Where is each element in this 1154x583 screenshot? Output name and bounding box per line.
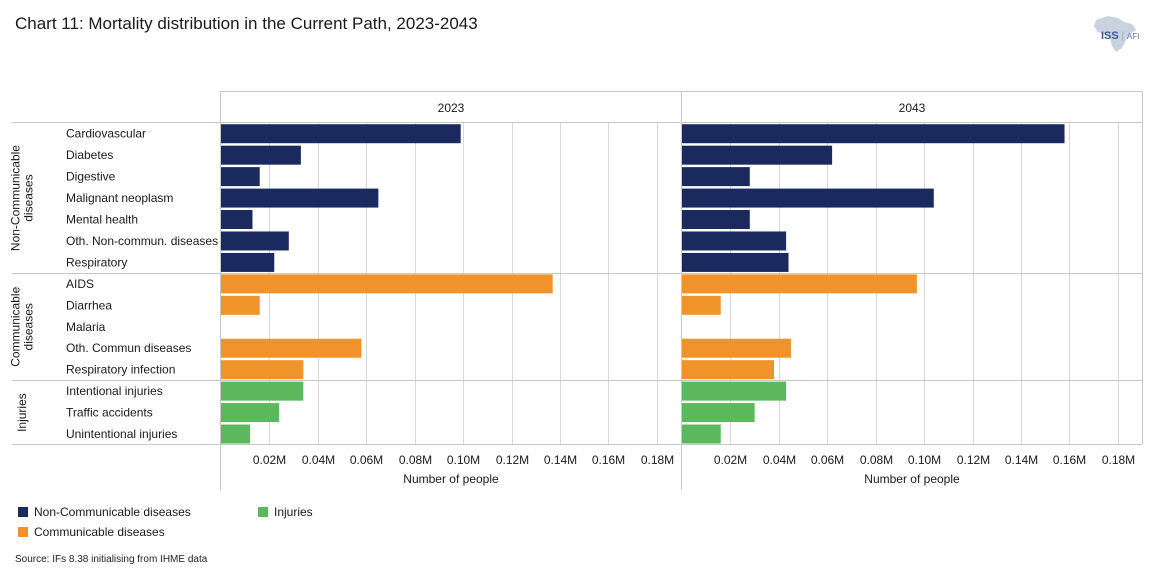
category-label-traffic-accidents: Traffic accidents [66, 406, 153, 420]
category-label-respiratory: Respiratory [66, 255, 127, 269]
group-label-line: diseases [22, 174, 36, 221]
logo-iss: ISS [1101, 30, 1119, 42]
category-label-cardiovascular: Cardiovascular [66, 127, 146, 141]
category-label-respiratory-infection: Respiratory infection [66, 363, 175, 377]
x-tick-label-2023-1: 0.04M [302, 453, 335, 467]
bar-2043-oth-commun-diseases [682, 338, 791, 358]
x-tick-label-2043-0: 0.02M [714, 453, 747, 467]
x-tick-label-2023-6: 0.14M [544, 453, 577, 467]
group-label-0: Non-Communicablediseases [9, 145, 36, 251]
category-label-diabetes: Diabetes [66, 148, 113, 162]
category-label-oth-non-commun-diseases: Oth. Non-commun. diseases [66, 234, 218, 248]
panel-header-2043: 2043 [899, 101, 926, 115]
bar-2043-respiratory-infection [682, 360, 774, 380]
bar-2043-cardiovascular [682, 124, 1065, 144]
legend-injuries: Injuries [258, 505, 313, 519]
bar-2023-respiratory-infection [221, 360, 304, 380]
bar-2023-respiratory [221, 252, 275, 272]
legend-cd: Communicable diseases [18, 525, 165, 539]
legend-label-cd: Communicable diseases [34, 525, 165, 539]
category-label-aids: AIDS [66, 277, 94, 291]
x-tick-label-2023-4: 0.10M [447, 453, 480, 467]
bar-2023-diabetes [221, 145, 301, 165]
bar-2043-traffic-accidents [682, 403, 755, 423]
bar-2043-unintentional-injuries [682, 424, 721, 444]
bar-2023-aids [221, 274, 553, 294]
x-tick-label-2023-0: 0.02M [253, 453, 286, 467]
x-axis-label-2043: Number of people [864, 472, 960, 486]
bar-2023-oth-commun-diseases [221, 338, 362, 358]
x-tick-label-2043-1: 0.04M [763, 453, 796, 467]
bar-2023-cardiovascular [221, 124, 461, 144]
x-tick-label-2023-8: 0.18M [641, 453, 674, 467]
bar-2043-aids [682, 274, 917, 294]
group-label-line: diseases [22, 303, 36, 350]
legend-label-ncd: Non-Communicable diseases [34, 505, 191, 519]
legend-swatch-injuries [258, 507, 268, 517]
x-tick-label-2023-7: 0.16M [592, 453, 625, 467]
category-label-oth-commun-diseases: Oth. Commun diseases [66, 341, 191, 355]
bar-2023-oth-non-commun-diseases [221, 231, 289, 251]
source-note: Source: IFs 8.38 initialising from IHME … [15, 554, 208, 565]
x-axis-label-2023: Number of people [403, 472, 499, 486]
bar-2023-intentional-injuries [221, 381, 304, 401]
bar-2043-mental-health [682, 210, 750, 230]
x-tick-label-2043-7: 0.16M [1053, 453, 1086, 467]
logo-afi: AFI [1126, 32, 1140, 41]
bar-2043-diabetes [682, 145, 833, 165]
bar-2023-unintentional-injuries [221, 424, 251, 444]
bar-2043-malignant-neoplasm [682, 188, 934, 208]
category-label-malignant-neoplasm: Malignant neoplasm [66, 191, 173, 205]
x-tick-label-2023-3: 0.08M [399, 453, 432, 467]
group-label-2: Injuries [15, 393, 29, 432]
bar-2043-oth-non-commun-diseases [682, 231, 787, 251]
category-label-malaria: Malaria [66, 320, 106, 334]
bar-2023-diarrhea [221, 295, 260, 315]
x-tick-label-2023-2: 0.06M [350, 453, 383, 467]
bar-2023-traffic-accidents [221, 403, 280, 423]
group-label-line: Non-Communicable [9, 145, 23, 251]
x-tick-label-2043-5: 0.12M [957, 453, 990, 467]
bar-2023-mental-health [221, 210, 253, 230]
bar-2043-respiratory [682, 252, 789, 272]
category-label-unintentional-injuries: Unintentional injuries [66, 427, 177, 441]
legend-swatch-ncd [18, 507, 28, 517]
legend-label-injuries: Injuries [274, 505, 313, 519]
bar-2043-intentional-injuries [682, 381, 787, 401]
panel-header-2023: 2023 [438, 101, 465, 115]
category-label-mental-health: Mental health [66, 213, 138, 227]
bar-2043-digestive [682, 167, 750, 187]
x-tick-label-2043-3: 0.08M [860, 453, 893, 467]
chart-title: Chart 11: Mortality distribution in the … [15, 14, 478, 33]
group-label-line: Communicable [9, 286, 23, 366]
x-tick-label-2043-8: 0.18M [1102, 453, 1135, 467]
bar-2023-malignant-neoplasm [221, 188, 379, 208]
category-label-digestive: Digestive [66, 170, 116, 184]
category-label-diarrhea: Diarrhea [66, 298, 112, 312]
mortality-chart: 2023 2043 0.02M 0.04M 0.06M 0.08M 0.10M 0.12M 0.… [9, 91, 1143, 490]
africa-map-logo-icon [1094, 16, 1136, 52]
bar-2043-diarrhea [682, 295, 721, 315]
legend-swatch-cd [18, 527, 28, 537]
x-tick-label-2043-6: 0.14M [1005, 453, 1038, 467]
x-tick-label-2043-4: 0.10M [908, 453, 941, 467]
x-tick-label-2023-5: 0.12M [496, 453, 529, 467]
group-label-1: Communicablediseases [9, 286, 36, 366]
bar-2023-digestive [221, 167, 260, 187]
category-label-intentional-injuries: Intentional injuries [66, 384, 163, 398]
group-label-line: Injuries [15, 393, 29, 432]
legend-ncd: Non-Communicable diseases [18, 505, 191, 519]
logo-text: ISS | AFI [1101, 30, 1140, 42]
x-tick-label-2043-2: 0.06M [811, 453, 844, 467]
